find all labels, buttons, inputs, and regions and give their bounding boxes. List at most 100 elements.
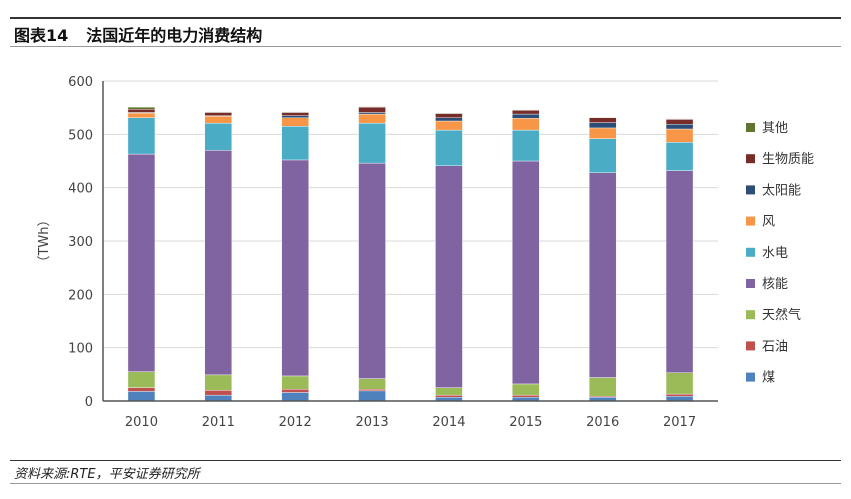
bar-segment [512,118,540,131]
x-tick-label: 2014 [432,415,465,430]
bar-segment [588,117,617,123]
title-rule [10,46,841,47]
bar-segment [204,111,233,113]
bar-segment [358,378,386,390]
x-tick-label: 2012 [279,415,312,430]
bar-segment [127,106,156,110]
x-tick-label: 2017 [663,415,696,430]
bar-segment [281,159,309,377]
legend-swatch [746,185,755,195]
bar-segment [435,129,463,166]
x-tick-label: 2016 [586,415,619,430]
bar-segment [665,142,694,171]
bar-segment [204,150,233,376]
y-tick-label: 100 [68,342,93,357]
x-tick-label: 2010 [125,415,158,430]
bar-segment [281,111,309,113]
bar-segment [665,372,694,395]
bar-segment [435,387,463,396]
y-tick-label: 500 [68,128,93,143]
source-note: 资料来源:RTE，平安证券研究所 [14,467,200,482]
legend-swatch [746,123,755,132]
bar-segment [512,394,540,398]
bar-segment [665,119,694,125]
legend-label: 其他 [762,121,788,136]
bar-segment [127,371,156,388]
bar-segment [512,109,540,111]
bar-segment [127,112,156,119]
bar-segment [512,383,540,396]
bar-segment [512,129,540,162]
bar-segment [588,138,617,173]
bar-segment [127,117,156,155]
legend-label: 太阳能 [762,183,801,198]
legend-swatch [746,341,755,351]
bar-segment [588,127,617,139]
top-rule [10,17,841,19]
figure-title: 图表14 法国近年的电力消费结构 [14,22,262,46]
bar-segment [588,122,617,129]
legend-label: 风 [762,215,775,230]
bar-segment [512,113,540,119]
bar-segment [435,113,463,118]
bar-segment [512,110,540,115]
bar-segment [358,106,386,108]
bar-segment [358,390,386,402]
bar-segment [127,391,156,402]
bar-segment [127,153,156,372]
bar-segment [281,375,309,390]
legend-swatch [746,247,755,257]
bar-segment [665,170,694,373]
bar-segment [358,122,386,164]
figure-number: 图表14 [14,26,69,45]
legend-label: 天然气 [762,307,801,323]
bar-segment [281,392,309,402]
bar-segment [281,115,309,118]
bar-segment [204,390,233,396]
legend-label: 生物质能 [762,152,814,167]
y-tick-label: 0 [85,395,93,410]
legend-label: 煤 [762,371,775,386]
bar-segment [665,123,694,130]
bar-segment [358,389,386,392]
bar-segment [512,160,540,385]
legend-swatch [746,154,755,164]
legend-swatch [746,279,755,288]
bar-segment [204,115,233,124]
bar-segment [435,394,463,398]
bar-segment [281,117,309,127]
legend-swatch [746,372,755,382]
y-tick-label: 300 [68,235,93,250]
source-rule-top [10,460,841,461]
bar-segment [665,118,694,120]
bar-segment [281,112,309,116]
bar-segment [665,393,694,397]
y-axis-label: （TWh） [37,213,52,268]
bar-segment [127,387,156,392]
bar-segment [435,120,463,131]
legend-swatch [746,216,755,226]
y-tick-label: 600 [68,75,93,90]
bar-segment [588,172,617,378]
figure-title-text: 法国近年的电力消费结构 [86,26,263,45]
legend-label: 石油 [762,339,788,354]
legend-swatch [746,310,755,320]
bar-segment [588,117,617,119]
bar-segment [665,128,694,143]
bar-segment [588,377,617,397]
x-tick-label: 2015 [509,415,542,430]
bar-segment [358,112,386,115]
bar-segment [358,113,386,124]
bar-segment [204,112,233,116]
x-tick-label: 2011 [202,415,235,430]
legend-label: 水电 [762,246,788,261]
bar-segment [435,117,463,122]
bar-segment [435,112,463,114]
bar-segment [204,122,233,151]
bar-segment [358,106,386,113]
y-tick-label: 200 [68,288,93,303]
x-tick-label: 2013 [356,415,389,430]
bar-segment [358,162,386,379]
bar-segment [435,165,463,388]
